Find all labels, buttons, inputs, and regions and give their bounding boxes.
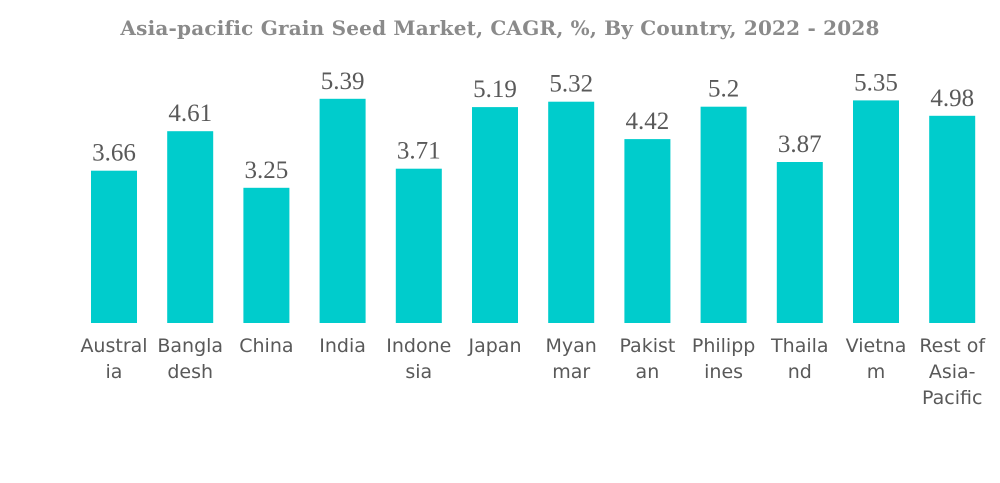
category-label: sia: [405, 361, 432, 383]
value-label: 3.66: [92, 140, 136, 167]
category-label: Pakist: [619, 335, 675, 357]
category-label: Indone: [386, 335, 451, 357]
bar-india: [319, 98, 366, 323]
category-label: ia: [106, 361, 123, 383]
category-label: Myan: [546, 335, 597, 357]
bar-rest-of-asia-pacific: [929, 115, 976, 323]
bar-japan: [472, 107, 518, 323]
bar-indonesia: [395, 168, 442, 323]
category-label: Vietna: [846, 335, 907, 357]
category-label: China: [239, 335, 293, 357]
category-label: m: [867, 361, 886, 383]
category-label: desh: [167, 361, 213, 383]
value-label: 5.35: [854, 69, 898, 96]
category-label: Thaila: [770, 335, 829, 357]
value-label: 5.19: [473, 76, 517, 103]
category-label: Philipp: [692, 335, 755, 357]
value-label: 5.39: [321, 68, 365, 95]
bar-thailand: [776, 162, 823, 323]
value-label: 4.42: [626, 108, 670, 135]
category-label: Pacific: [922, 387, 982, 409]
chart-title: Asia-pacific Grain Seed Market, CAGR, %,…: [120, 16, 880, 40]
category-label: an: [636, 361, 660, 383]
category-label: nd: [788, 361, 812, 383]
value-label: 4.98: [930, 85, 974, 112]
value-label: 3.71: [397, 138, 441, 165]
category-label: Bangla: [157, 335, 223, 357]
value-label: 5.2: [708, 76, 739, 103]
category-label: Austral: [80, 335, 147, 357]
value-label: 3.87: [778, 131, 822, 158]
bar-pakistan: [624, 139, 671, 323]
category-label: Asia-: [929, 361, 976, 383]
value-label: 3.25: [245, 157, 289, 184]
category-label: Rest of: [919, 335, 986, 357]
bar-china: [243, 187, 290, 323]
category-label: Japan: [468, 335, 522, 357]
value-label: 5.32: [549, 71, 593, 98]
bar-myanmar: [548, 101, 595, 323]
value-label: 4.61: [168, 100, 212, 127]
bar-australia: [91, 170, 137, 323]
bar-philippines: [700, 106, 747, 323]
category-label: ines: [704, 361, 743, 383]
bar-vietnam: [853, 100, 899, 324]
bar-bangladesh: [167, 131, 214, 323]
category-label: mar: [552, 361, 590, 383]
category-label: India: [319, 335, 366, 357]
